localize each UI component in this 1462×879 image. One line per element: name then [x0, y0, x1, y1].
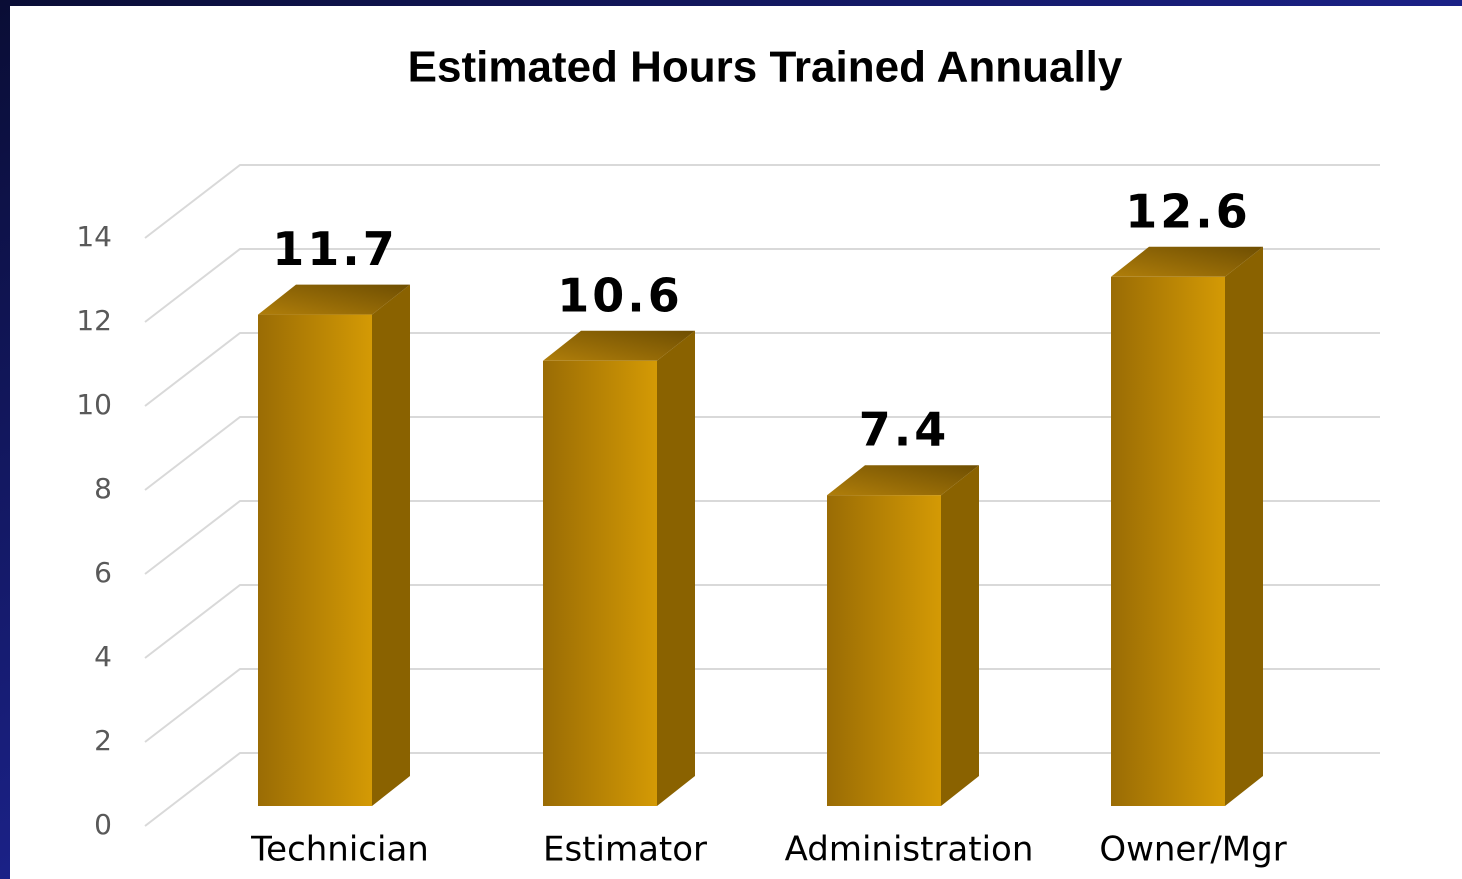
- grid-line: [144, 584, 1380, 659]
- x-tick-label: Owner/Mgr: [1099, 830, 1286, 870]
- bar-side: [1225, 246, 1263, 807]
- grid-line: [144, 332, 1380, 407]
- value-label: 7.4: [859, 403, 950, 457]
- bar-side: [657, 330, 695, 806]
- bar-top: [258, 284, 410, 315]
- bar: [827, 495, 941, 806]
- y-tick-label: 10: [76, 388, 112, 421]
- value-label: 12.6: [1125, 184, 1251, 238]
- chart-title: Estimated Hours Trained Annually: [408, 43, 1123, 92]
- grid-line: [144, 668, 1380, 743]
- y-tick-label: 8: [94, 472, 112, 505]
- grid-line: [144, 164, 1380, 239]
- bar-top: [543, 330, 695, 361]
- grid-line: [144, 752, 1380, 827]
- x-tick-label: Technician: [250, 830, 429, 870]
- x-tick-label: Administration: [785, 830, 1034, 870]
- bar-top: [827, 465, 979, 496]
- grid-line: [144, 416, 1380, 491]
- bar: [543, 360, 657, 806]
- y-tick-label: 6: [94, 556, 112, 589]
- y-tick-label: 0: [94, 808, 112, 841]
- bar-top: [1111, 246, 1263, 277]
- bar: [258, 314, 372, 806]
- bar: [1111, 276, 1225, 806]
- y-tick-label: 14: [76, 220, 112, 253]
- y-tick-label: 12: [76, 304, 112, 337]
- grid-line: [144, 248, 1380, 323]
- x-tick-label: Estimator: [543, 830, 707, 870]
- value-label: 11.7: [272, 222, 398, 276]
- bar-side: [372, 284, 410, 807]
- grid-line: [144, 500, 1380, 575]
- y-tick-label: 4: [94, 640, 112, 673]
- value-label: 10.6: [557, 268, 683, 322]
- y-tick-label: 2: [94, 724, 112, 757]
- bar-side: [941, 465, 979, 806]
